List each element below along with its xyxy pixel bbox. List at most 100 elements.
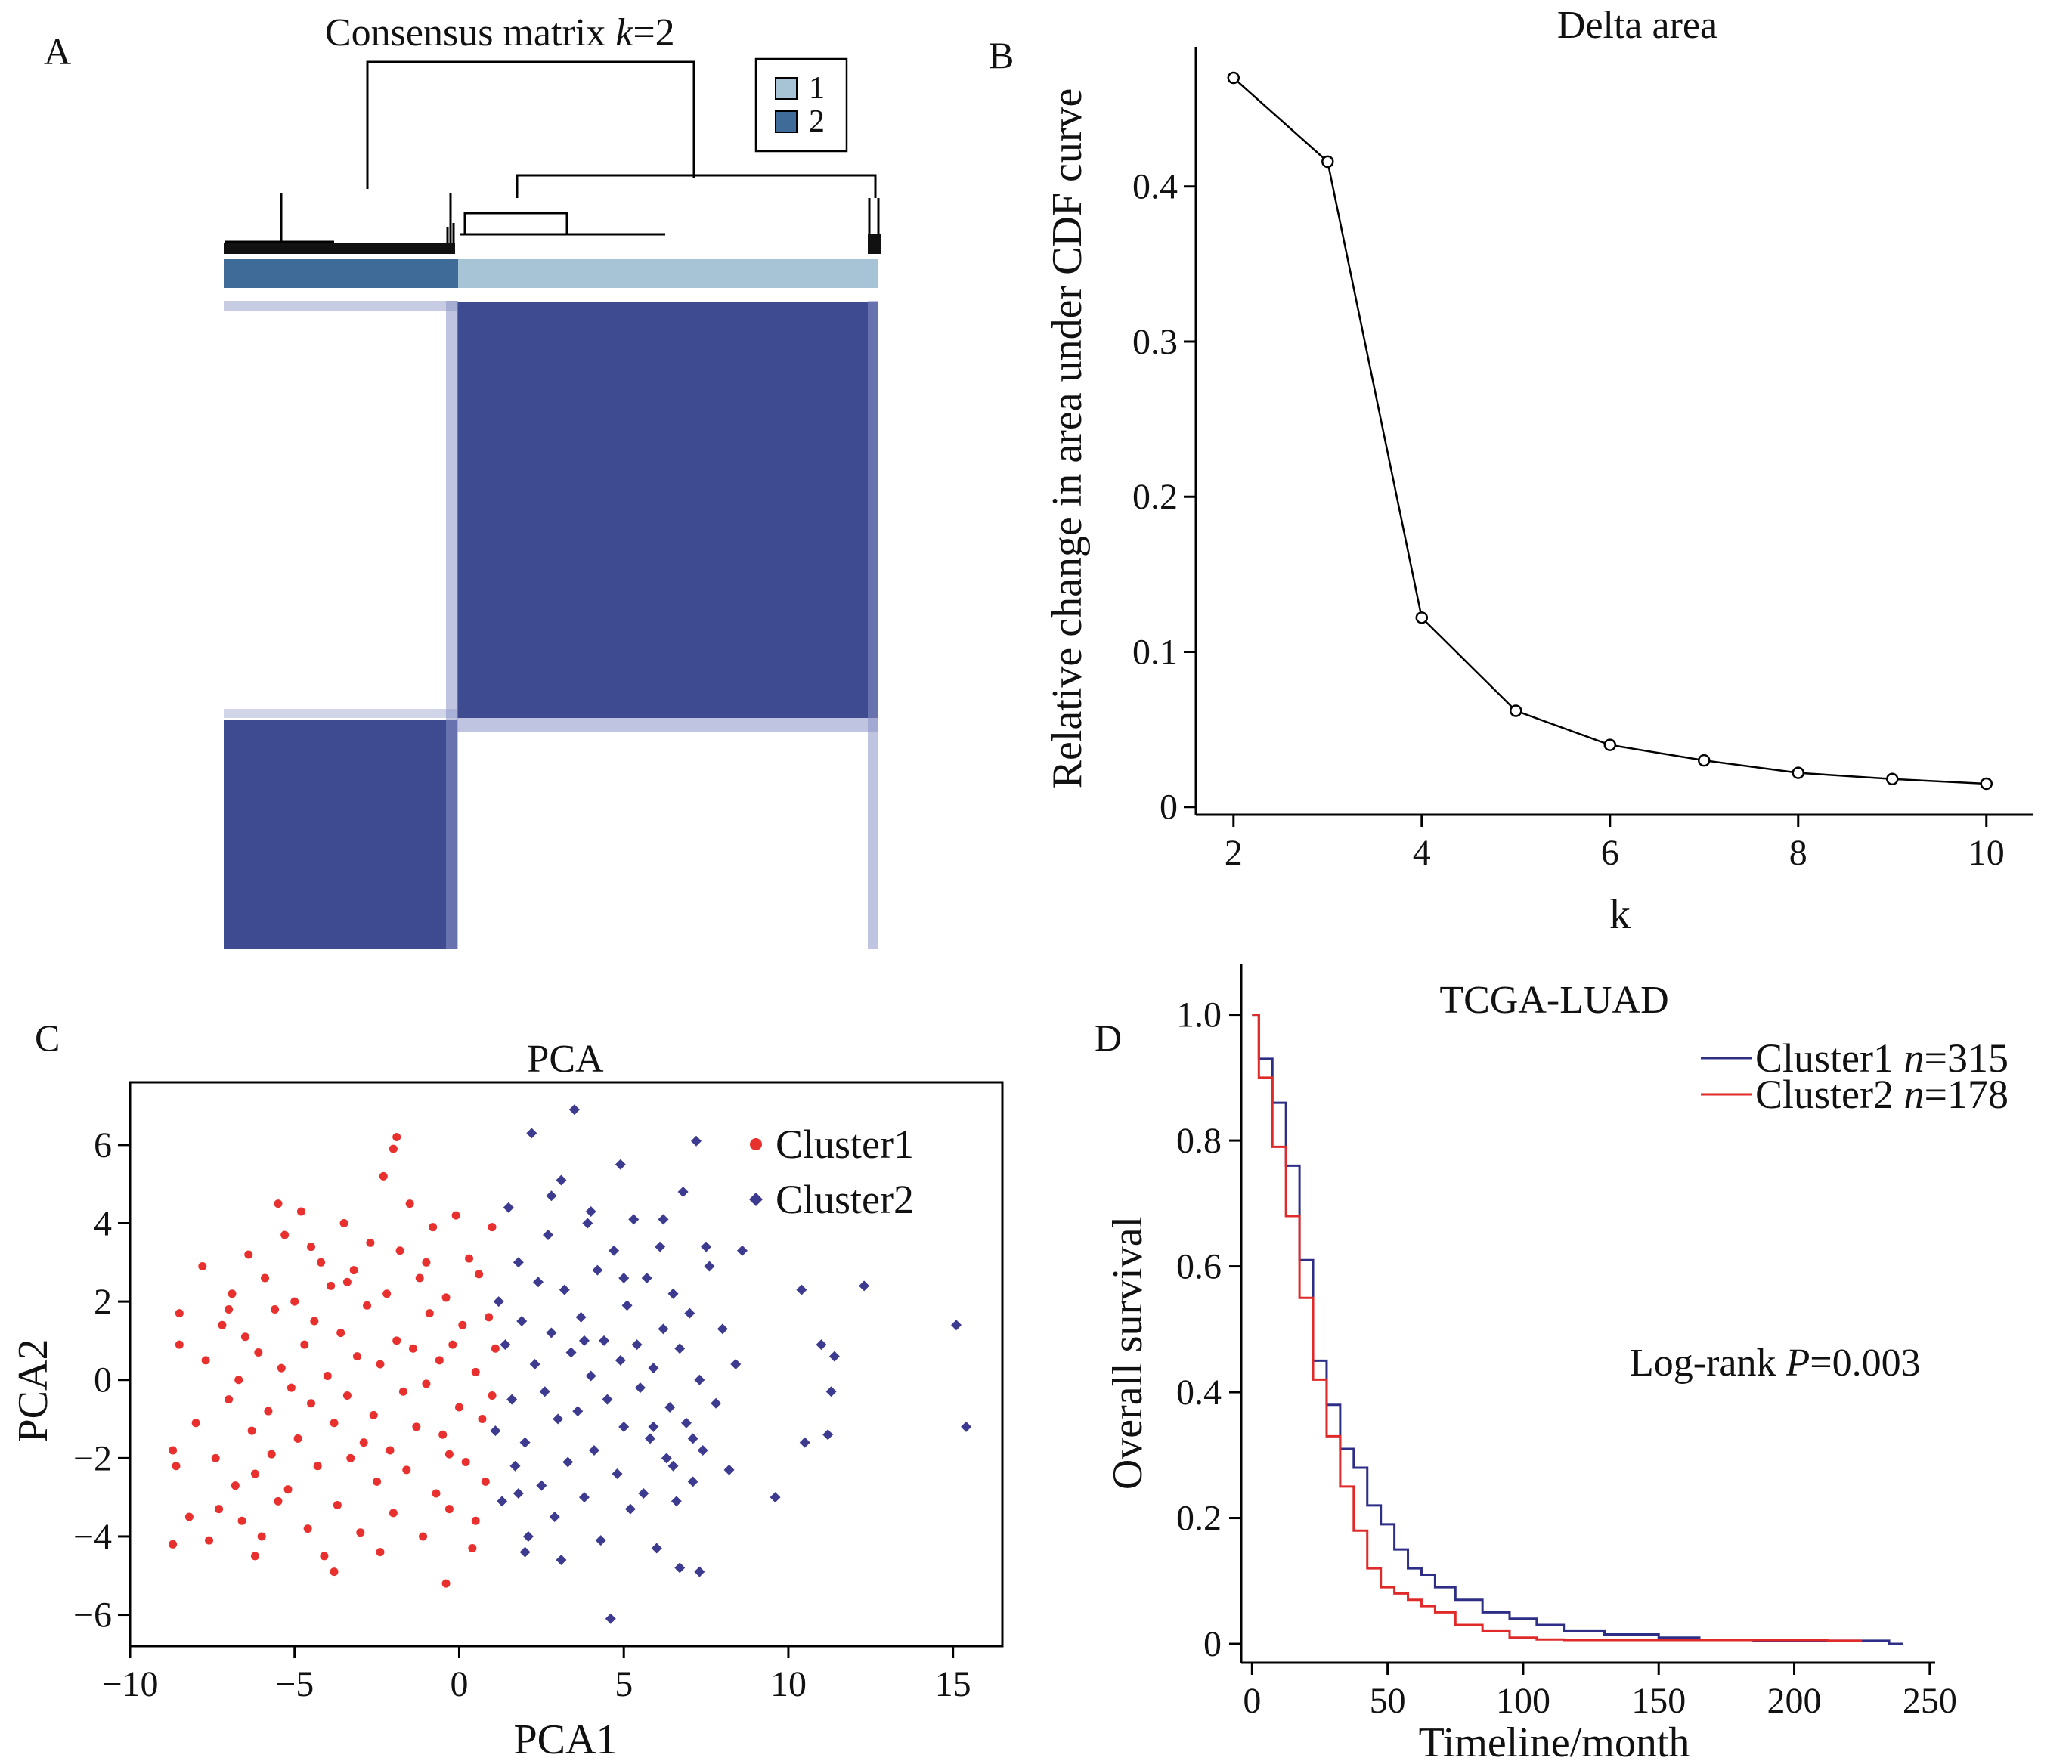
panel-b-point: [1792, 766, 1805, 779]
cluster1-point: [333, 1501, 342, 1509]
panel-c-y-tick-label: 2: [94, 1282, 112, 1322]
cluster2-point: [736, 1245, 748, 1256]
panel-c-y-tick-label: −4: [73, 1517, 112, 1557]
cluster1-point: [419, 1532, 428, 1541]
cluster2-point: [667, 1460, 679, 1472]
cluster2-point: [618, 1421, 630, 1432]
cluster1-point: [471, 1367, 480, 1376]
panel-letter-c: C: [35, 1017, 60, 1059]
cluster1-point: [228, 1289, 237, 1298]
cluster2-point: [674, 1343, 686, 1354]
cluster2-point: [503, 1202, 514, 1213]
cluster1-point: [346, 1453, 355, 1462]
cluster2-point: [556, 1174, 567, 1186]
cluster1-point: [465, 1254, 474, 1263]
panel-b-y-tick-label: 0.1: [1132, 632, 1178, 672]
cluster1-point: [286, 1383, 296, 1392]
panel-d-y-tick-label: 0.6: [1176, 1247, 1222, 1287]
cluster1-point: [218, 1320, 227, 1329]
cluster2-point: [513, 1257, 524, 1268]
cluster2-point: [562, 1456, 574, 1468]
panel-b-series: [1227, 71, 1993, 791]
panel-a-title: Consensus matrix k=2: [325, 11, 675, 54]
panel-b-x-tick-label: 6: [1601, 833, 1619, 873]
cluster1-point: [356, 1528, 365, 1537]
panel-b-point: [1698, 754, 1711, 767]
cluster2-point: [519, 1546, 531, 1558]
cluster1-point: [244, 1250, 253, 1259]
panel-c-legend: Cluster1 Cluster2: [749, 1122, 914, 1222]
cluster2-point: [585, 1205, 596, 1217]
heatmap-block-cluster1: [457, 302, 878, 718]
panel-c-y-tick-label: −6: [73, 1595, 112, 1636]
cluster1-point: [461, 1458, 470, 1467]
cluster2-point: [578, 1492, 590, 1503]
cluster2-point: [634, 1382, 646, 1394]
cluster2-point: [667, 1288, 679, 1299]
cluster1-point: [264, 1407, 273, 1416]
cluster1-point: [422, 1258, 431, 1267]
cluster2-point: [677, 1187, 689, 1198]
cluster2-point: [694, 1566, 705, 1577]
cluster1-point: [231, 1481, 240, 1490]
cluster2-point: [661, 1453, 672, 1464]
panel-c-x-tick-label: 10: [770, 1664, 807, 1704]
panel-d-x-tick-label: 100: [1496, 1681, 1550, 1721]
heatmap-noise-right: [868, 301, 878, 949]
cluster2-point: [568, 1104, 580, 1116]
cluster2-point: [546, 1327, 557, 1338]
cluster1-point: [172, 1462, 181, 1471]
panel-b-x-tick-label: 4: [1413, 833, 1431, 873]
panel-d-y-tick-label: 0: [1203, 1624, 1222, 1664]
cluster2-point: [624, 1503, 636, 1515]
cluster1-point: [300, 1340, 309, 1349]
panel-b-y-tick-label: 0.3: [1132, 322, 1178, 362]
cluster1-point: [215, 1505, 224, 1514]
legend-swatch-1: [775, 77, 798, 100]
cluster1-point: [363, 1301, 372, 1310]
cluster2-point: [687, 1476, 698, 1487]
panel-d-survival: D TCGA-LUAD 0 50 100 150 200 250 0 0.2 0.4 0.6 0.8…: [1095, 964, 2009, 1764]
cluster2-point: [645, 1433, 656, 1444]
cluster1-point: [327, 1281, 336, 1290]
cluster1-point: [438, 1430, 448, 1439]
cluster1-point: [320, 1552, 329, 1561]
cluster2-point: [529, 1359, 540, 1369]
cluster2-point: [509, 1460, 521, 1472]
cluster1-point: [405, 1199, 414, 1208]
cluster1-point: [422, 1379, 431, 1388]
cluster2-point: [730, 1359, 742, 1369]
cluster2-point: [618, 1273, 630, 1284]
cluster1-point: [468, 1543, 477, 1552]
cluster2-point: [595, 1535, 606, 1546]
cluster2-point: [697, 1444, 708, 1456]
cluster2-point: [532, 1277, 544, 1288]
cluster1-point: [234, 1376, 243, 1385]
panel-d-ticks: 0 50 100 150 200 250 0 0.2 0.4 0.6 0.8 1.0: [1176, 995, 1957, 1721]
cluster2-point: [770, 1492, 781, 1503]
cluster2-point: [691, 1135, 702, 1147]
cluster2-point: [539, 1386, 550, 1397]
legend-marker-cluster2: [749, 1193, 763, 1206]
panel-c-pca: C PCA −10 −5 0 5 10 15 −6 −4 −2 0 2 4 6 Cluster1 Clu…: [10, 1017, 1004, 1763]
cluster2-point: [592, 1264, 603, 1276]
cluster1-point: [339, 1219, 348, 1227]
cluster1-point: [352, 1352, 361, 1361]
cluster1-point: [250, 1469, 259, 1478]
cluster2-point: [493, 1296, 504, 1308]
cluster1-point: [425, 1309, 434, 1318]
cluster2-point: [565, 1347, 577, 1358]
panel-a-consensus-matrix: A Consensus matrix k=2 1: [44, 11, 881, 949]
cluster1-point: [307, 1243, 316, 1252]
cluster1-point: [448, 1340, 457, 1349]
cluster2-point: [796, 1284, 807, 1295]
cluster1-point: [485, 1313, 494, 1322]
cluster1-point: [175, 1340, 184, 1349]
panel-b-y-tick-label: 0: [1160, 788, 1178, 828]
cluster1-point: [274, 1199, 283, 1208]
cluster2-point: [628, 1214, 640, 1225]
cluster1-point: [280, 1230, 290, 1239]
cluster1-point: [336, 1329, 345, 1338]
cluster1-point: [257, 1532, 266, 1541]
